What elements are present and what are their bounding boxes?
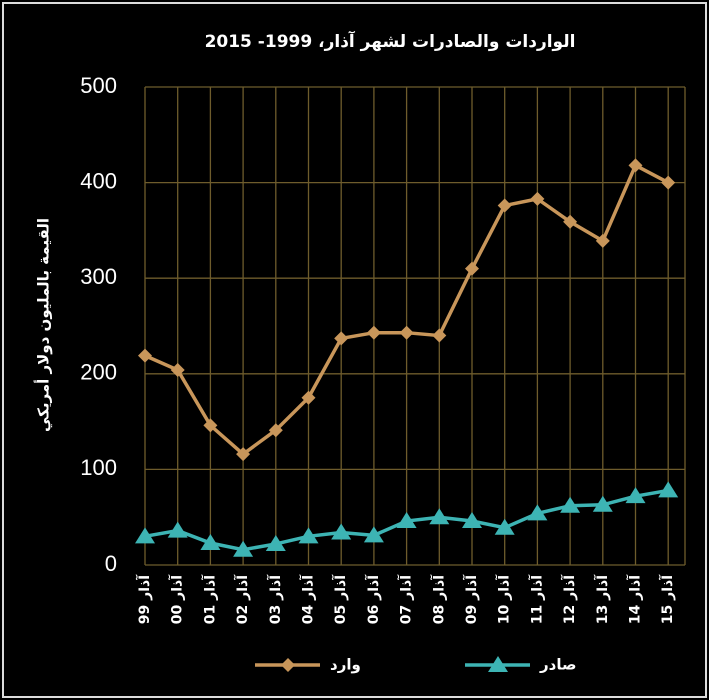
y-tick-label: 200 — [80, 360, 117, 385]
y-axis-label: القيمة بالمليون دولار أمريكي — [34, 218, 53, 432]
point — [432, 328, 447, 343]
point — [396, 512, 417, 529]
point — [138, 348, 152, 363]
point — [628, 158, 643, 173]
point — [560, 496, 581, 513]
chart-title: الواردات والصادرات لشهر آذار، 1999- 2015 — [205, 30, 576, 52]
legend-label: وارد — [330, 656, 361, 674]
point — [265, 534, 286, 551]
x-tick-label: آذار 01 — [200, 574, 218, 624]
point — [563, 214, 578, 229]
point — [625, 487, 646, 504]
x-tick-label: آذار 03 — [266, 574, 284, 624]
x-tick-label: آذار 04 — [299, 574, 317, 624]
point — [366, 325, 381, 340]
x-tick-label: آذار 11 — [527, 574, 545, 624]
x-tick-label: آذار 05 — [331, 574, 349, 624]
point — [363, 526, 384, 543]
point — [661, 175, 676, 190]
x-tick-label: آذار 12 — [560, 574, 578, 624]
y-tick-label: 0 — [105, 551, 117, 576]
point — [658, 481, 679, 498]
legend-marker — [488, 656, 508, 672]
legend-marker — [281, 658, 295, 672]
point — [301, 390, 316, 405]
x-tick-label: آذار 07 — [397, 574, 415, 624]
x-tick-label: آذار 06 — [364, 574, 382, 624]
point — [527, 504, 548, 521]
point — [595, 233, 610, 248]
point — [200, 534, 221, 551]
x-tick-label: آذار 10 — [495, 574, 513, 624]
point — [268, 423, 283, 438]
x-tick-label: آذار 00 — [168, 574, 186, 624]
y-tick-label: 100 — [80, 455, 117, 480]
x-tick-label: آذار 02 — [233, 574, 251, 624]
point — [399, 325, 414, 340]
point — [331, 523, 352, 540]
point — [236, 447, 251, 462]
point — [203, 418, 218, 433]
x-tick-label: آذار 99 — [135, 574, 153, 624]
legend-label: صادر — [539, 656, 576, 674]
y-tick-label: 300 — [80, 264, 117, 289]
point — [592, 495, 613, 512]
y-tick-label: 500 — [80, 73, 117, 98]
point — [170, 362, 185, 377]
point — [135, 527, 155, 544]
x-tick-label: آذار 08 — [429, 574, 447, 624]
y-tick-label: 400 — [80, 168, 117, 193]
x-tick-label: آذار 14 — [626, 574, 644, 624]
point — [167, 521, 188, 538]
x-tick-label: آذار 13 — [593, 574, 611, 624]
point — [233, 540, 254, 557]
point — [494, 518, 515, 535]
x-tick-label: آذار 15 — [658, 574, 676, 624]
point — [298, 527, 319, 544]
point — [497, 198, 512, 213]
point — [334, 331, 349, 346]
point — [462, 512, 482, 529]
x-tick-label: آذار 09 — [462, 574, 480, 624]
point — [530, 191, 545, 206]
point — [429, 508, 450, 525]
point — [465, 261, 479, 276]
